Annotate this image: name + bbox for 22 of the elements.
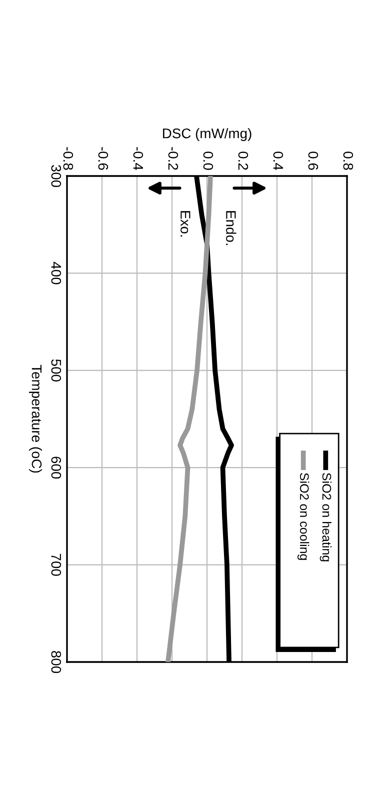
x-tick-label: -0.8 [63,147,74,170]
x-tick-label: 0.6 [308,152,318,170]
y-tick-label: 500 [51,359,62,382]
x-tick-label: 0.8 [343,152,354,170]
legend-label: SiO2 on heating [320,473,332,562]
x-tick-label: -0.4 [133,147,144,170]
annotation: Endo. [226,211,236,246]
legend-label: SiO2 on cooling [297,473,310,560]
x-tick-label: -0.6 [98,147,108,170]
x-tick-label: 0.4 [273,152,284,170]
line-series [166,176,213,662]
annotation: Exo. [180,211,190,237]
y-tick-label: 800 [51,651,62,674]
x-tick-label: -0.2 [168,147,178,170]
y-tick-label: 300 [51,164,62,188]
x-tick-label: 0.2 [238,152,248,170]
x-tick-label: 0.0 [203,152,214,170]
x-axis-title: DSC (mW/mg) [163,128,252,142]
y-tick-label: 700 [51,554,62,576]
y-axis-title: Temperature (oC) [29,364,42,473]
y-tick-label: 400 [51,262,62,284]
y-tick-label: 600 [51,456,62,479]
